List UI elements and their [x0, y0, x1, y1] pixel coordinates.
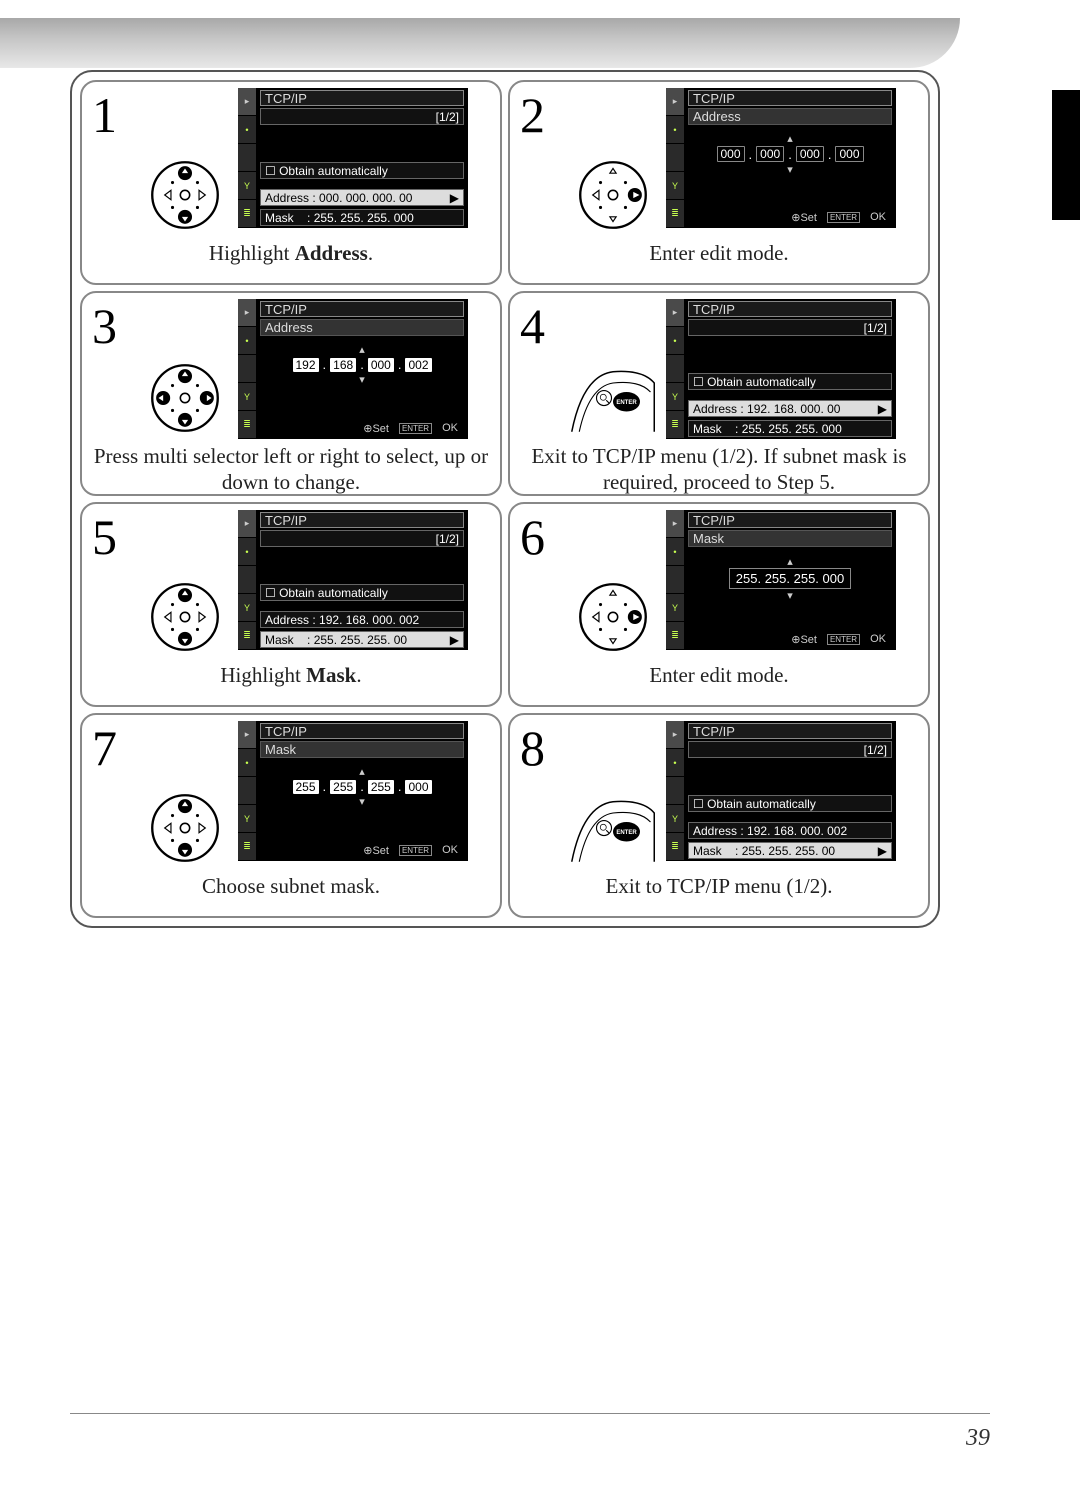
- step-caption: Exit to TCP/IP menu (1/2).: [520, 869, 918, 899]
- ip-edit-field: 192. 168. 000. 002: [292, 357, 433, 372]
- step-caption: Highlight Mask.: [92, 658, 490, 688]
- control-icon: [568, 510, 658, 658]
- lcd-screen: ▸•Y≣ TCP/IP Mask 255. 255. 255. 000 ⊕Set…: [666, 510, 896, 650]
- step-number: 6: [520, 510, 560, 658]
- step-8: 8 ENTER ▸•: [508, 713, 930, 918]
- step-3: 3: [80, 291, 502, 496]
- multi-selector-right-icon: [574, 578, 652, 656]
- lcd-screen: ▸•Y≣ TCP/IP Address 192. 168. 000. 002: [238, 299, 468, 439]
- lcd-screen: ▸•Y≣ TCP/IP [1/2] ☐ Obtain automatically…: [666, 299, 896, 439]
- svg-text:ENTER: ENTER: [616, 830, 637, 836]
- mask-edit-field: 255. 255. 255. 000: [292, 779, 433, 794]
- control-icon: [568, 88, 658, 236]
- lcd-screen: ▸•Y≣ TCP/IP [1/2] ☐ Obtain automatically…: [238, 88, 468, 228]
- lcd-screen: ▸•Y≣ TCP/IP Address 000. 000. 000. 000: [666, 88, 896, 228]
- step-5: 5: [80, 502, 502, 707]
- step-number: 1: [92, 88, 132, 236]
- lcd-screen: ▸•Y≣ TCP/IP [1/2] ☐ Obtain automatically…: [238, 510, 468, 650]
- tab-marker: [1052, 90, 1080, 220]
- step-6: 6: [508, 502, 930, 707]
- lcd-title: TCP/IP: [260, 90, 464, 106]
- step-caption: Press multi selector left or right to se…: [92, 439, 490, 496]
- step-number: 7: [92, 721, 132, 869]
- lcd-screen: ▸•Y≣ TCP/IP Mask 255. 255. 255. 000: [238, 721, 468, 861]
- mask-row-highlighted: Mask : 255. 255. 255. 00▶: [260, 631, 464, 648]
- control-icon: [140, 510, 230, 658]
- multi-selector-icon: [146, 156, 224, 234]
- enter-button-icon: ENTER: [568, 359, 658, 437]
- step-number: 2: [520, 88, 560, 236]
- step-number: 4: [520, 299, 560, 439]
- control-icon: ENTER: [568, 299, 658, 439]
- steps-container: 1: [70, 70, 940, 928]
- lcd-screen: ▸•Y≣ TCP/IP [1/2] ☐ Obtain automatically…: [666, 721, 896, 861]
- svg-text:ENTER: ENTER: [616, 400, 637, 406]
- multi-selector-right-icon: [574, 156, 652, 234]
- control-icon: [140, 721, 230, 869]
- step-number: 3: [92, 299, 132, 439]
- step-caption: Enter edit mode.: [520, 658, 918, 688]
- step-4: 4 ENTER ▸•: [508, 291, 930, 496]
- step-caption: Choose subnet mask.: [92, 869, 490, 899]
- step-2: 2: [508, 80, 930, 285]
- manual-page: 1: [0, 0, 1080, 1486]
- ip-edit-field: 000. 000. 000. 000: [716, 146, 865, 162]
- multi-selector-all-icon: [146, 359, 224, 437]
- enter-button-icon: ENTER: [568, 789, 658, 867]
- step-number: 5: [92, 510, 132, 658]
- step-number: 8: [520, 721, 560, 869]
- mask-edit-field: 255. 255. 255. 000: [729, 568, 851, 589]
- footer-rule: [70, 1413, 990, 1414]
- control-icon: ENTER: [568, 721, 658, 869]
- header-ribbon: [0, 18, 960, 68]
- page-indicator: [1/2]: [260, 108, 464, 125]
- step-caption: Exit to TCP/IP menu (1/2). If subnet mas…: [520, 439, 918, 496]
- step-7: 7: [80, 713, 502, 918]
- step-caption: Enter edit mode.: [520, 236, 918, 266]
- multi-selector-icon: [146, 578, 224, 656]
- page-number: 39: [966, 1425, 990, 1452]
- step-1: 1: [80, 80, 502, 285]
- multi-selector-icon: [146, 789, 224, 867]
- step-caption: Highlight Address.: [92, 236, 490, 266]
- control-icon: [140, 88, 230, 236]
- control-icon: [140, 299, 230, 439]
- address-row-highlighted: Address : 000. 000. 000. 00▶: [260, 189, 464, 206]
